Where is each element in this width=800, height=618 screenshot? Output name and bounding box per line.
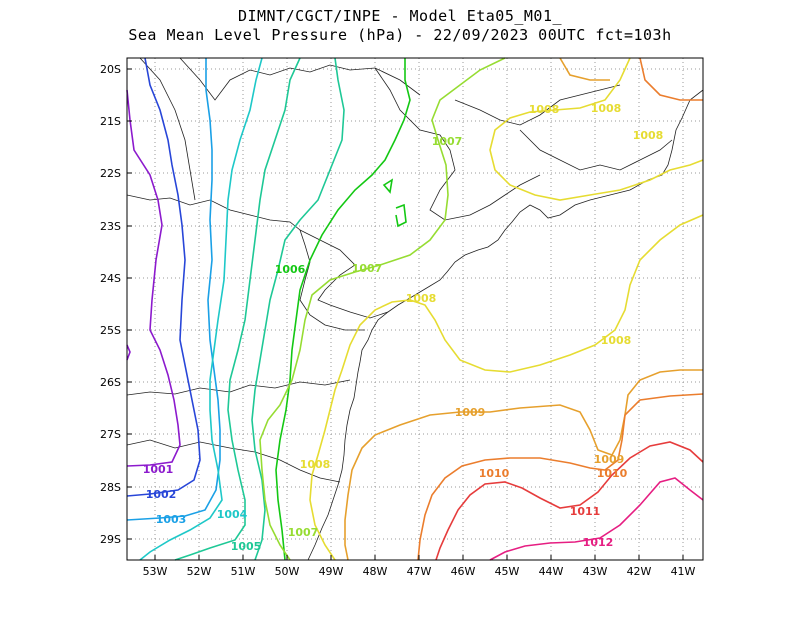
contour-label: 1004 [217,508,248,521]
lon-label: 45W [495,565,520,578]
state-border [519,129,673,171]
isobar-1006-loop [382,178,394,194]
lat-label: 20S [100,63,121,76]
isobar-1001b [126,344,131,361]
contour-label: 1012 [583,536,614,549]
state-border [299,229,389,319]
lat-label: 26S [100,376,121,389]
isobar-1009 [344,369,703,561]
lon-label: 49W [319,565,344,578]
isobar-1002 [126,57,201,497]
lon-label: 51W [231,565,256,578]
lon-label: 48W [363,565,388,578]
state-border [126,379,351,396]
isobar-1008 [489,57,704,201]
state-border [126,194,311,263]
isobar-1010 [417,393,704,561]
contour-label: 1005 [231,540,262,553]
lon-label: 47W [407,565,432,578]
contour-label: 1009 [455,406,486,419]
contour-label: 1003 [156,513,187,526]
isobar-1004 [139,57,263,561]
isobar-1003 [126,58,221,521]
contour-label: 1008 [406,292,437,305]
state-border [374,67,541,221]
lon-label: 52W [187,565,212,578]
lat-label: 28S [100,481,121,494]
isobar-1001 [126,89,181,467]
lat-label: 22S [100,167,121,180]
contour-label: 1008 [591,102,622,115]
contour-label: 1009 [594,453,625,466]
isobar-1006 [275,58,411,561]
title-line-1: DIMNT/CGCT/INPE - Model Eta05_M01_ [237,7,563,25]
state-border [126,439,341,483]
title-line-2: Sea Mean Level Pressure (hPa) - 22/09/20… [128,26,672,44]
contour-label: 1006 [275,263,306,276]
contour-label: 1007 [288,526,319,539]
contour-label: 1008 [601,334,632,347]
lon-label: 46W [451,565,476,578]
contour-label: 1010 [597,467,628,480]
contour-label: 1007 [352,262,383,275]
contour-label: 1002 [146,488,177,501]
isobar-1008b [309,214,704,561]
contour-label: 1001 [143,463,174,476]
lat-label: 25S [100,324,121,337]
isobar-1006-loop2 [395,203,407,228]
lon-label: 43W [583,565,608,578]
lat-label: 29S [100,533,121,546]
lat-label: 21S [100,115,121,128]
axis-ticks [127,68,684,560]
contour-label: 1008 [300,458,331,471]
isobar-1011 [435,441,704,561]
state-border [139,57,196,201]
contour-label: 1008 [633,129,664,142]
lat-label: 27S [100,428,121,441]
lat-label: 23S [100,220,121,233]
lon-label: 41W [671,565,696,578]
lon-label: 53W [143,565,168,578]
lon-label: 50W [275,565,300,578]
state-border [299,261,365,331]
state-border [454,84,621,126]
lat-label: 24S [100,272,121,285]
isobar-1007 [259,57,506,561]
contour-label: 1007 [432,135,463,148]
contour-label: 1008 [529,103,560,116]
state-border [179,57,421,101]
isobar-1012 [489,477,704,561]
isobar-1010b [639,57,703,101]
lon-label: 44W [539,565,564,578]
lon-label: 42W [627,565,652,578]
contour-label: 1011 [570,505,601,518]
coastline [307,89,704,561]
coastlines-and-borders [126,57,704,561]
map-frame [126,57,704,561]
contour-label: 1010 [479,467,510,480]
isobar-1009b [559,57,610,81]
isobar-1005 [174,57,301,561]
lat-lon-grid [127,58,703,560]
isobar-1005b [251,57,345,561]
